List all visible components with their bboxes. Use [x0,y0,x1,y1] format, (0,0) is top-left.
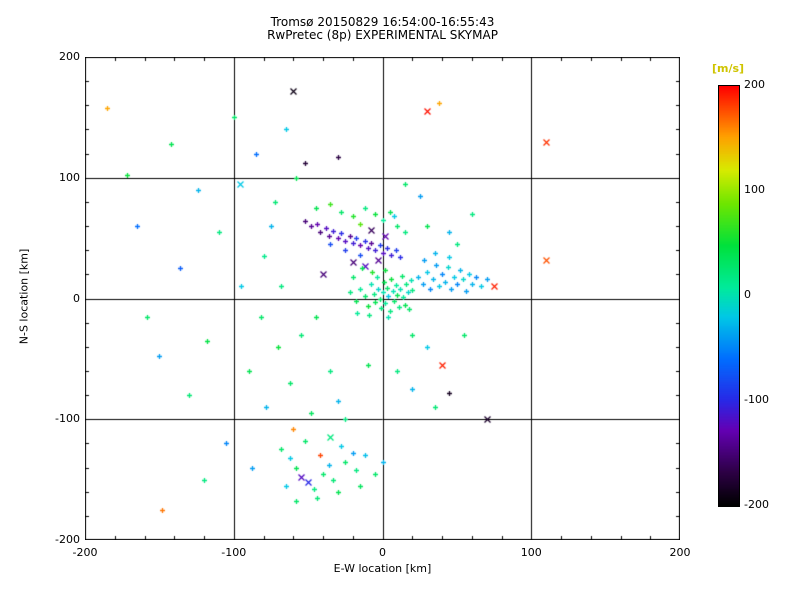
scatter-plot-canvas [85,57,680,540]
y-tick-label: -200 [55,533,80,546]
x-tick-label: -200 [72,546,98,559]
plot-area [85,57,680,540]
x-tick-label: 200 [669,546,691,559]
y-tick-label: 100 [59,170,80,184]
colorbar-tick-label: 200 [744,78,765,91]
y-tick-label: 0 [73,291,80,305]
chart-title-line1: Tromsø 20150829 16:54:00-16:55:43 [270,15,495,29]
colorbar-unit-label: [m/s] [711,62,745,75]
y-tick-label: -100 [55,412,80,426]
y-tick-label: 200 [59,50,80,63]
x-axis-label: E-W location [km] [333,562,432,575]
colorbar [718,85,740,507]
colorbar-tick-label: -100 [744,393,769,406]
x-tick-label: -100 [221,546,247,559]
colorbar-tick-label: 100 [744,183,765,196]
colorbar-tick-label: 0 [744,288,751,301]
chart-title-line2: RwPretec (8p) EXPERIMENTAL SKYMAP [267,28,498,42]
x-tick-label: 0 [379,546,386,559]
colorbar-tick-label: -200 [744,498,769,511]
x-tick-label: 100 [520,546,542,559]
y-axis-label: N-S location [km] [17,248,31,345]
